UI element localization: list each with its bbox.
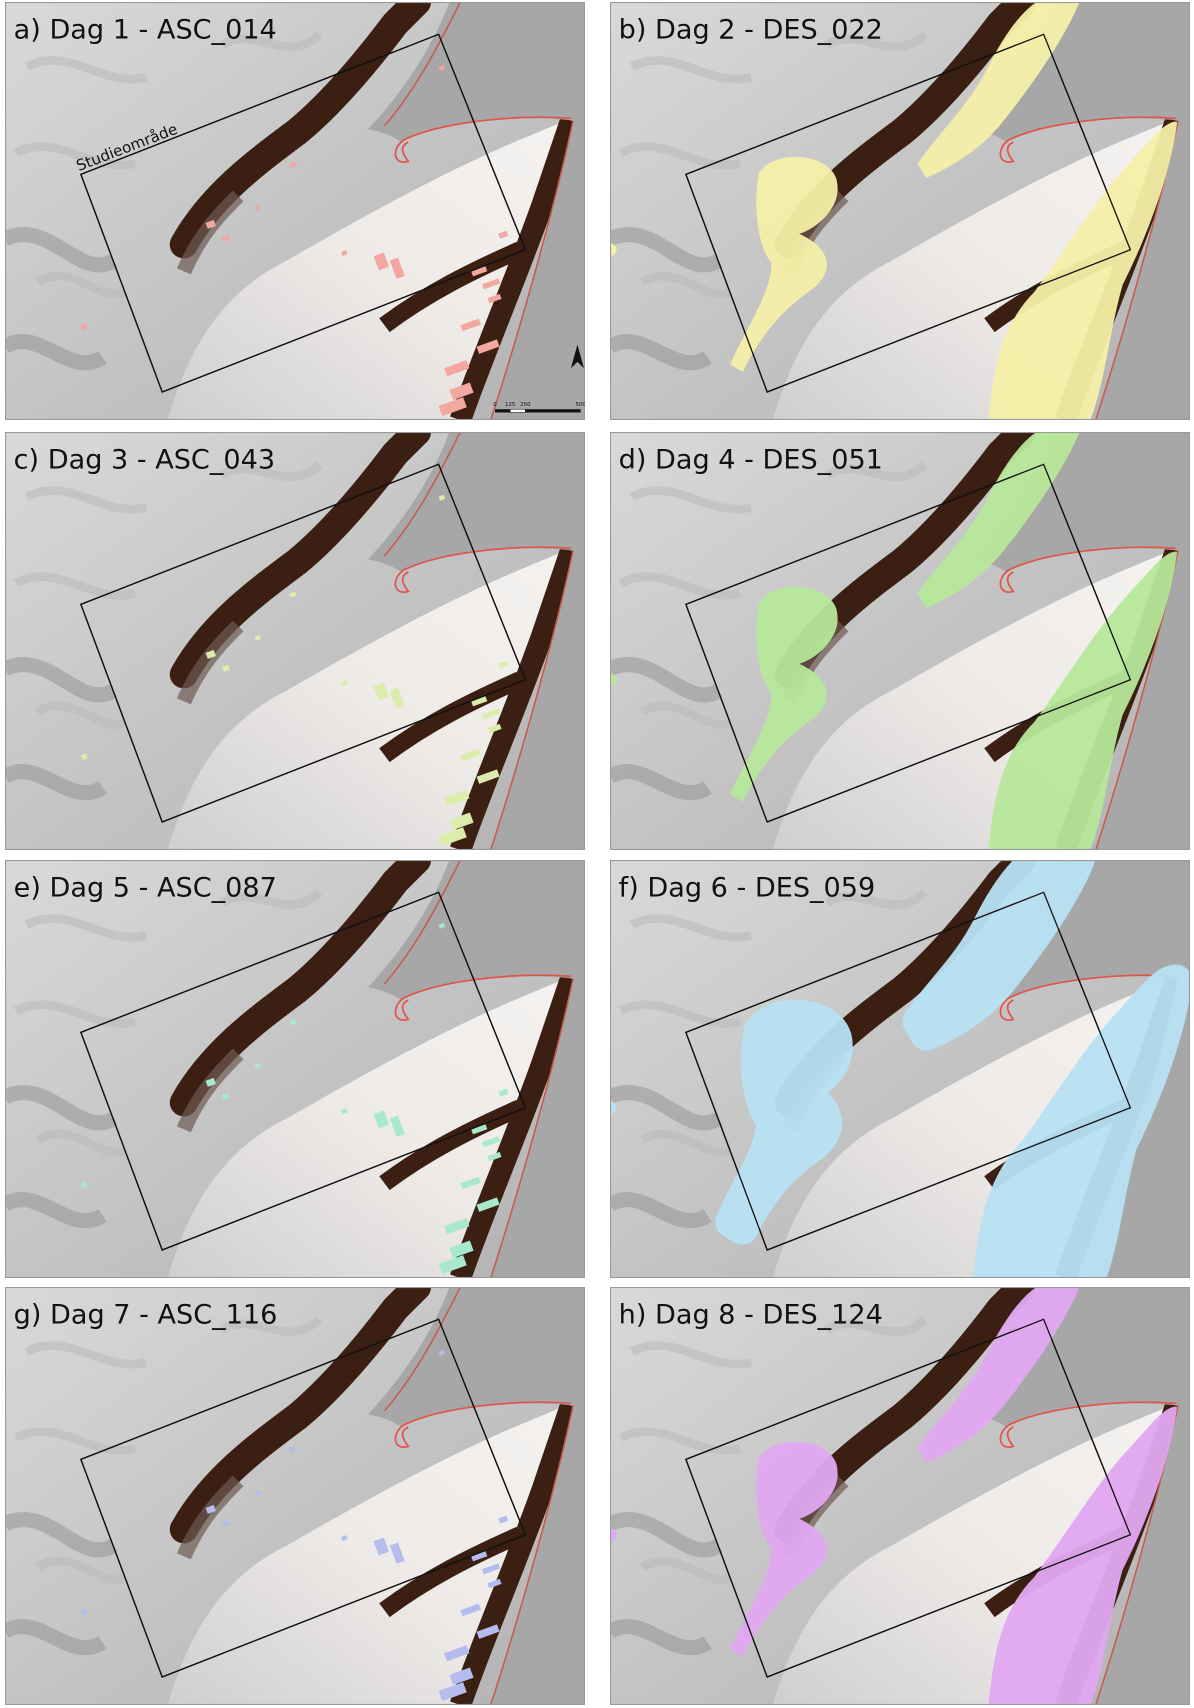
panel-label: c) Dag 3 - ASC_043 bbox=[14, 445, 275, 476]
panel-label: h) Dag 8 - DES_124 bbox=[619, 1300, 883, 1331]
map-panel: b) Dag 2 - DES_022 bbox=[610, 2, 1190, 420]
map-panel: e) Dag 5 - ASC_087 bbox=[5, 860, 585, 1278]
scale-label: 125 bbox=[505, 402, 515, 408]
terrain bbox=[5, 860, 585, 1278]
panel-label: b) Dag 2 - DES_022 bbox=[619, 15, 883, 46]
map-panel: h) Dag 8 - DES_124 bbox=[610, 1287, 1190, 1705]
map-panel: f) Dag 6 - DES_059 bbox=[610, 860, 1190, 1278]
scale-label: 500 bbox=[575, 402, 585, 408]
map-panel: d) Dag 4 - DES_051 bbox=[610, 432, 1190, 850]
panel-label: e) Dag 5 - ASC_087 bbox=[14, 873, 277, 904]
panel-label: a) Dag 1 - ASC_014 bbox=[14, 15, 277, 46]
terrain bbox=[5, 1287, 585, 1705]
panel-label: f) Dag 6 - DES_059 bbox=[619, 873, 876, 904]
terrain bbox=[5, 2, 585, 420]
scale-label: 250 bbox=[520, 402, 531, 408]
scale-label: 0 bbox=[493, 402, 497, 408]
panel-label: d) Dag 4 - DES_051 bbox=[619, 445, 883, 476]
panel-label: g) Dag 7 - ASC_116 bbox=[14, 1300, 278, 1331]
scale-bar bbox=[510, 409, 525, 412]
scale-bar bbox=[495, 409, 581, 412]
map-panel: c) Dag 3 - ASC_043 bbox=[5, 432, 585, 850]
terrain bbox=[5, 432, 585, 850]
map-panel: g) Dag 7 - ASC_116 bbox=[5, 1287, 585, 1705]
figure: (() => { const data = JSON.parse(documen… bbox=[0, 0, 1194, 1708]
